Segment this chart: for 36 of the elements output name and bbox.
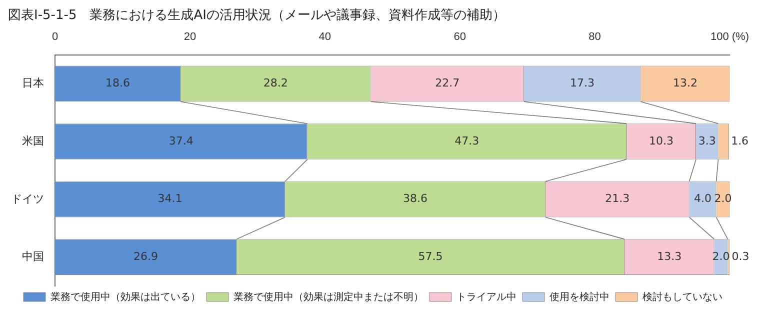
- data-label: 22.7: [435, 76, 460, 90]
- data-label: 13.2: [672, 76, 698, 90]
- data-label: 34.1: [158, 192, 182, 206]
- data-label: 26.9: [134, 250, 158, 263]
- y-tick-label: ドイツ: [11, 193, 44, 206]
- legend-label: 検討もしていない: [642, 290, 722, 303]
- x-tick-label: 100 (%): [710, 31, 750, 44]
- legend-label: 業務で使用中（効果は出ている）: [50, 290, 200, 303]
- data-label: 3.3: [698, 134, 716, 148]
- data-label: 4.0: [694, 192, 712, 206]
- y-tick-label: 中国: [22, 250, 44, 264]
- data-label: 57.5: [418, 250, 443, 263]
- data-label: 18.6: [106, 76, 130, 90]
- legend-label: 業務で使用中（効果は測定中または不明）: [234, 290, 424, 303]
- data-label: 37.4: [168, 134, 194, 148]
- data-label: 2.0: [714, 192, 732, 206]
- data-label: 10.3: [649, 134, 674, 148]
- data-label: 1.6: [731, 134, 749, 148]
- x-tick-label: 0: [52, 31, 58, 44]
- x-tick-label: 40: [318, 31, 332, 44]
- y-tick-label: 日本: [22, 76, 44, 90]
- legend-label: 使用を検討中: [550, 290, 610, 303]
- data-label: 2.0: [712, 250, 730, 263]
- legend-label: トライアル中: [456, 290, 516, 303]
- x-tick-label: 60: [454, 31, 466, 44]
- chart-title: 図表Ⅰ-5-1-5 業務における生成AIの活用状況（メールや議事録、資料作成等の補助）: [8, 8, 506, 24]
- data-label: 17.3: [570, 76, 595, 90]
- x-tick-label: 80: [588, 31, 601, 44]
- data-label: 0.3: [732, 250, 750, 263]
- y-tick-label: 米国: [22, 134, 44, 148]
- data-label: 47.3: [454, 134, 480, 148]
- data-label: 28.2: [263, 76, 288, 90]
- data-label: 38.6: [403, 192, 428, 206]
- data-label: 13.3: [657, 250, 682, 263]
- x-tick-label: 20: [184, 31, 196, 44]
- data-label: 21.3: [605, 192, 630, 206]
